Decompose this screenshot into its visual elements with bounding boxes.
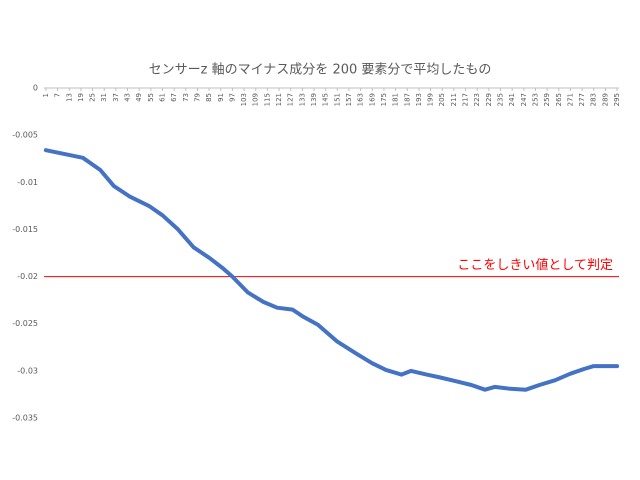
- x-tick-label: 67: [170, 93, 178, 102]
- x-tick-label: 151: [333, 93, 341, 106]
- x-tick-label: 283: [590, 93, 598, 106]
- x-tick-label: 25: [89, 93, 97, 102]
- x-tick-label: 31: [100, 93, 108, 102]
- y-tick-label: -0.015: [12, 225, 38, 234]
- x-tick-label: 241: [508, 93, 516, 106]
- x-tick-label: 49: [135, 93, 143, 102]
- x-tick-label: 193: [415, 93, 423, 106]
- x-tick-label: 145: [322, 93, 330, 106]
- x-tick-label: 229: [485, 93, 493, 106]
- x-tick-label: 163: [357, 93, 365, 106]
- x-tick-label: 181: [392, 93, 400, 106]
- x-tick-label: 247: [520, 93, 528, 106]
- x-tick-label: 109: [252, 93, 260, 106]
- x-tick-label: 133: [298, 93, 306, 106]
- x-tick-label: 19: [77, 93, 85, 102]
- x-tick-label: 223: [473, 93, 481, 106]
- x-tick-label: 91: [217, 93, 225, 102]
- x-tick-label: 295: [613, 93, 621, 106]
- x-tick-label: 79: [193, 93, 201, 102]
- chart-title: センサーz 軸のマイナス成分を 200 要素分で平均したもの: [149, 63, 492, 78]
- x-tick-label: 61: [158, 93, 166, 102]
- x-tick-label: 265: [555, 93, 563, 106]
- x-tick-label: 121: [275, 93, 283, 106]
- x-tick-label: 169: [368, 93, 376, 106]
- x-tick-label: 175: [380, 93, 388, 106]
- x-tick-label: 253: [531, 93, 539, 106]
- x-tick-label: 277: [578, 93, 586, 106]
- x-tick-label: 115: [263, 93, 271, 106]
- x-tick-label: 7: [54, 93, 62, 97]
- x-tick-label: 205: [438, 93, 446, 106]
- x-tick-label: 235: [497, 93, 505, 106]
- x-tick-label: 13: [65, 93, 73, 102]
- x-tick-label: 55: [147, 93, 155, 102]
- data-line: [43, 148, 620, 392]
- x-tick-label: 127: [287, 93, 295, 106]
- x-tick-label: 1: [42, 93, 50, 97]
- y-tick-label: -0.02: [17, 272, 38, 281]
- x-tick-label: 157: [345, 93, 353, 106]
- x-tick-label: 271: [566, 93, 574, 106]
- threshold-label: ここをしきい値として判定: [457, 257, 613, 273]
- x-tick-label: 43: [124, 93, 132, 102]
- x-tick-label: 103: [240, 93, 248, 106]
- x-tick-label: 73: [182, 93, 190, 102]
- y-tick-label: -0.03: [17, 366, 38, 375]
- x-tick-label: 37: [112, 93, 120, 102]
- y-tick-label: 0: [33, 84, 38, 93]
- y-tick-label: -0.025: [12, 319, 38, 328]
- y-tick-label: -0.035: [12, 414, 38, 423]
- y-tick-label: -0.005: [12, 131, 38, 140]
- x-tick-label: 85: [205, 93, 213, 102]
- x-tick-label: 217: [462, 93, 470, 106]
- x-tick-label: 211: [450, 93, 458, 106]
- x-tick-label: 139: [310, 93, 318, 106]
- x-tick-label: 97: [228, 93, 236, 102]
- y-tick-label: -0.01: [17, 178, 38, 187]
- x-tick-label: 187: [403, 93, 411, 106]
- x-tick-label: 259: [543, 93, 551, 106]
- x-tick-label: 289: [601, 93, 609, 106]
- x-tick-label: 199: [427, 93, 435, 106]
